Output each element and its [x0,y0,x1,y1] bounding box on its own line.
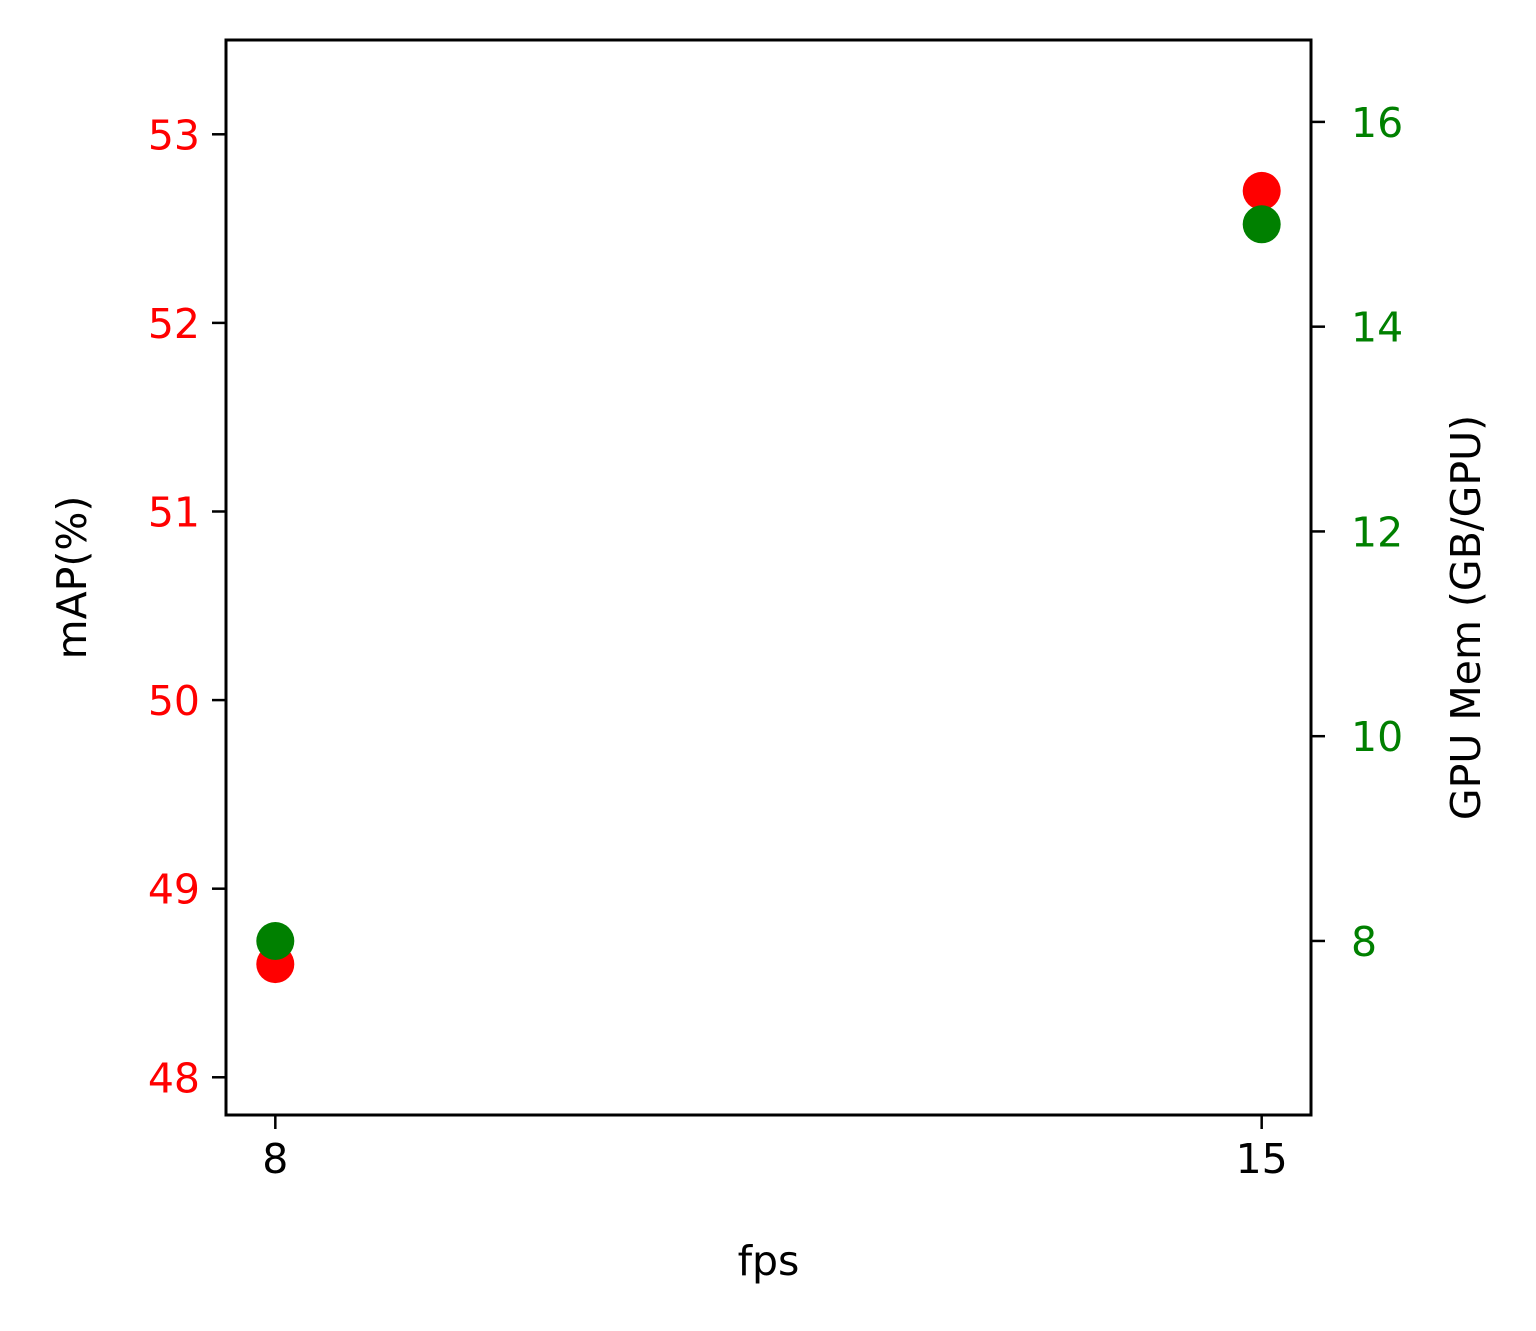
y-right-tick-label: 16 [1351,99,1403,147]
chart-marks [256,171,1281,984]
y-left-tick-label: 50 [148,677,200,725]
plot-frame [224,38,1313,1117]
y-left-tick-label: 52 [148,300,200,348]
x-axis-label: fps [738,1237,800,1285]
y-right-axis-label: GPU Mem (GB/GPU) [1442,415,1490,820]
x-tick-label: 15 [1236,1135,1288,1183]
y-left-tick-label: 48 [148,1054,200,1102]
x-tick-label: 8 [262,1135,288,1183]
y-right-tick-label: 12 [1351,508,1403,556]
y-left-tick-label: 49 [148,866,200,914]
data-point-left-1 [1242,171,1281,210]
chart-axes: 8 15 48 49 50 51 52 53 8 10 12 14 16 fps mAP(%) GPU Mem… [48,38,1490,1285]
y-left-tick-label: 53 [148,111,200,159]
y-right-tick-label: 8 [1351,918,1377,966]
y-right-tick-label: 10 [1351,713,1403,761]
y-right-tick-label: 14 [1351,304,1403,352]
y-left-axis-label: mAP(%) [48,496,96,660]
y-left-tick-label: 51 [148,488,200,536]
data-point-right-0 [256,922,295,960]
data-point-right-1 [1242,205,1281,244]
